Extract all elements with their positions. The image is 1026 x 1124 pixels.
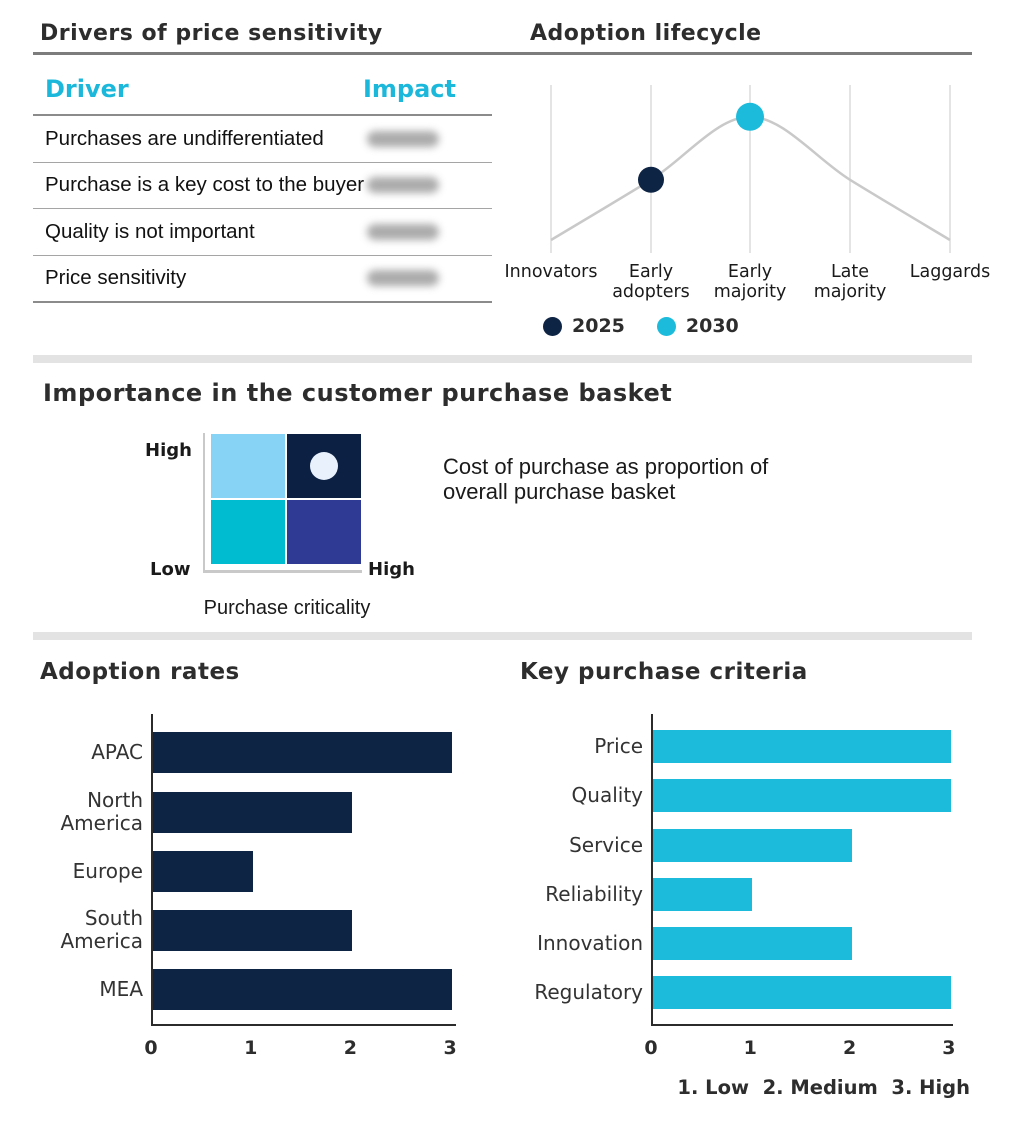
section-divider xyxy=(33,355,972,363)
adoption-bar xyxy=(153,968,452,1010)
criteria-y-axis xyxy=(651,714,653,1026)
driver-cell: Purchase is a key cost to the buyer xyxy=(45,173,365,197)
x-tick-label: 2 xyxy=(343,1037,357,1059)
x-tick-label: 2 xyxy=(842,1037,857,1059)
impact-cell-redacted xyxy=(367,270,439,287)
legend-dot-2030 xyxy=(656,316,676,336)
marker-2025 xyxy=(638,166,664,193)
matrix-quadrant-top-left xyxy=(211,434,285,498)
category-label: Innovation xyxy=(537,930,643,955)
drivers-table-header: Driver Impact xyxy=(33,75,481,103)
lifecycle-category-label: Laggards xyxy=(909,262,991,282)
category-label: MEA xyxy=(99,976,143,1001)
lifecycle-category-label: Early adopters xyxy=(612,262,690,303)
driver-column-header: Driver xyxy=(45,75,129,103)
criteria-bar xyxy=(653,828,852,862)
table-row: Quality is not important xyxy=(33,209,492,256)
x-tick-label: 0 xyxy=(144,1037,158,1059)
matrix-x-axis-title: Purchase criticality xyxy=(203,597,371,619)
matrix-y-axis xyxy=(203,433,205,573)
adoption-y-axis xyxy=(151,714,153,1026)
adoption-bar xyxy=(153,850,253,892)
driver-cell: Price sensitivity xyxy=(45,266,187,290)
lifecycle-panel-title: Adoption lifecycle xyxy=(530,21,762,46)
adoption-rates-title: Adoption rates xyxy=(40,659,240,685)
basket-panel-title: Importance in the customer purchase bask… xyxy=(43,379,673,407)
lifecycle-category-label: Innovators xyxy=(504,262,598,282)
x-tick-label: 3 xyxy=(942,1037,956,1059)
top-title-rule xyxy=(33,52,972,55)
table-row: Price sensitivity xyxy=(33,256,492,303)
criteria-bar xyxy=(653,729,951,763)
x-tick-label: 3 xyxy=(443,1037,457,1059)
category-label: South America xyxy=(60,906,144,953)
matrix-x-high-label: High xyxy=(368,559,415,580)
marker-2030 xyxy=(736,102,764,131)
category-label: Quality xyxy=(571,782,643,807)
basket-note: Cost of purchase as proportion of overal… xyxy=(443,454,769,504)
section-divider xyxy=(33,632,972,640)
category-label: Reliability xyxy=(545,881,643,906)
matrix-quadrant-top-right xyxy=(287,434,361,498)
table-header-rule xyxy=(33,114,492,116)
legend-label: 2030 xyxy=(685,315,739,337)
table-row: Purchase is a key cost to the buyer xyxy=(33,163,492,209)
purchase-matrix xyxy=(211,434,361,564)
drivers-table-body: Purchases are undifferentiated Purchase i… xyxy=(33,116,492,303)
legend-label: 2025 xyxy=(572,315,625,337)
matrix-quadrant-bottom-left xyxy=(211,500,285,564)
criteria-bar xyxy=(653,926,852,960)
criteria-title: Key purchase criteria xyxy=(520,659,808,685)
impact-cell-redacted xyxy=(367,177,439,194)
matrix-marker-dot xyxy=(310,452,338,480)
drivers-panel-title: Drivers of price sensitivity xyxy=(40,21,383,46)
criteria-scale-footnote: 1. Low 2. Medium 3. High xyxy=(677,1076,970,1099)
lifecycle-legend: 2025 2030 xyxy=(543,315,761,337)
legend-dot-2025 xyxy=(543,316,562,336)
x-tick-label: 1 xyxy=(743,1037,757,1059)
impact-column-header: Impact xyxy=(362,75,456,103)
category-label: Europe xyxy=(72,858,143,883)
category-label: Regulatory xyxy=(534,979,643,1004)
category-label: Price xyxy=(594,733,643,758)
lifecycle-chart xyxy=(550,85,951,253)
table-row: Purchases are undifferentiated xyxy=(33,116,492,163)
matrix-x-axis xyxy=(203,570,362,573)
matrix-y-low-label: Low xyxy=(150,559,191,580)
criteria-bar xyxy=(653,877,752,911)
x-tick-label: 0 xyxy=(644,1037,658,1059)
lifecycle-category-label: Early majority xyxy=(713,262,787,303)
criteria-bar xyxy=(653,778,951,812)
criteria-bar xyxy=(653,975,951,1009)
category-label: North America xyxy=(60,788,144,835)
category-label: APAC xyxy=(91,739,143,764)
matrix-y-high-label: High xyxy=(145,440,192,461)
criteria-x-axis xyxy=(651,1024,953,1026)
driver-cell: Quality is not important xyxy=(45,219,255,243)
matrix-quadrant-bottom-right xyxy=(287,500,361,564)
x-tick-label: 1 xyxy=(244,1037,258,1059)
impact-cell-redacted xyxy=(367,130,439,147)
adoption-bar xyxy=(153,791,352,833)
category-label: Service xyxy=(569,832,643,857)
impact-cell-redacted xyxy=(367,223,439,240)
driver-cell: Purchases are undifferentiated xyxy=(45,126,324,150)
adoption-bar xyxy=(153,731,452,773)
adoption-x-axis xyxy=(151,1024,456,1026)
adoption-bar xyxy=(153,909,352,951)
lifecycle-category-label: Late majority xyxy=(813,262,887,303)
